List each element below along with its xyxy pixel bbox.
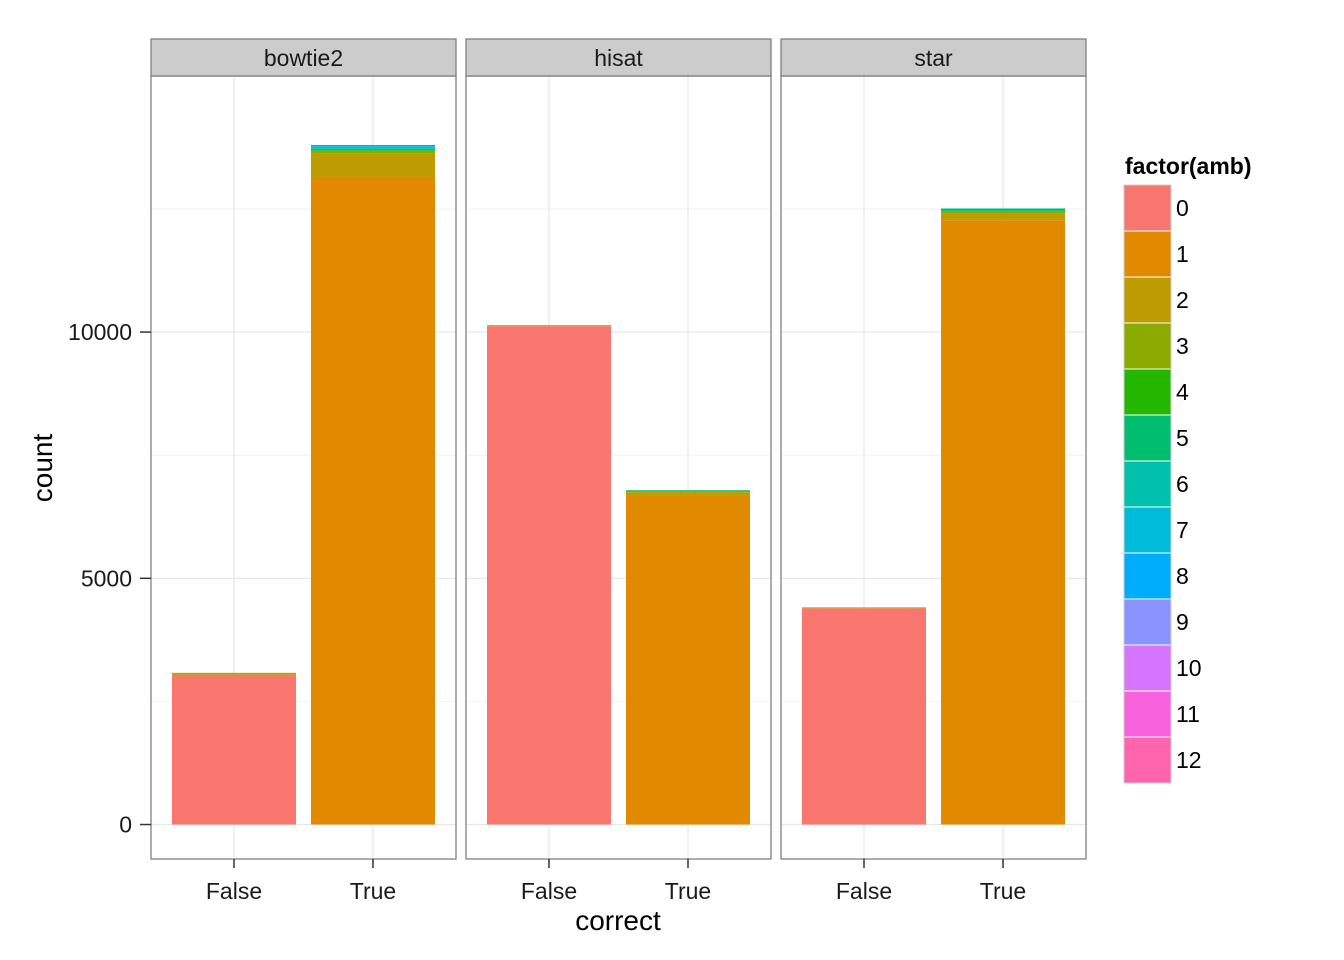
legend-item-8: 8 (1123, 552, 1189, 600)
x-tick-label: True (665, 878, 711, 904)
facet-strip (780, 38, 1087, 77)
legend-label: 1 (1176, 241, 1189, 267)
legend-key (1123, 184, 1172, 232)
x-tick-label: False (521, 878, 577, 904)
facet-panel-star: star False True (780, 38, 1087, 904)
bar-bowtie2-False (172, 672, 296, 825)
bar-segment-amb-5 (311, 148, 435, 151)
legend-key (1123, 736, 1172, 784)
bar-segment-amb-2 (487, 325, 611, 327)
legend-key (1123, 690, 1172, 738)
bar-segment-amb-5 (626, 490, 750, 491)
y-axis: 0 5000 10000 (68, 319, 151, 838)
bar-segment-amb-2 (311, 153, 435, 177)
legend-key (1123, 552, 1172, 600)
legend-label: 9 (1176, 609, 1189, 635)
bar-segment-amb-0 (487, 326, 611, 825)
legend-key (1123, 230, 1172, 278)
x-tick-label: True (350, 878, 396, 904)
facet-strip-label: hisat (594, 45, 643, 71)
legend-title: factor(amb) (1125, 153, 1252, 179)
x-axis-title: correct (575, 905, 661, 936)
bar-segment-amb-5 (941, 208, 1065, 211)
bar-bowtie2-True (311, 144, 435, 825)
facet-strip-label: bowtie2 (264, 45, 343, 71)
legend-item-5: 5 (1123, 414, 1189, 462)
legend-label: 0 (1176, 195, 1189, 221)
bar-segment-amb-6 (311, 147, 435, 149)
panels: bowtie2 False True hisat False True star False T… (150, 38, 1087, 904)
bar-segment-amb-7 (311, 146, 435, 148)
legend-label: 5 (1176, 425, 1189, 451)
legend-item-0: 0 (1123, 184, 1189, 232)
legend-key (1123, 322, 1172, 370)
legend-key (1123, 460, 1172, 508)
bar-hisat-False (487, 325, 611, 825)
bar-segment-amb-0 (172, 674, 296, 825)
legend-key (1123, 506, 1172, 554)
bar-star-False (802, 607, 926, 825)
legend-label: 8 (1176, 563, 1189, 589)
legend-key (1123, 598, 1172, 646)
legend-key (1123, 644, 1172, 692)
legend-item-9: 9 (1123, 598, 1189, 646)
bar-segment-amb-2 (941, 213, 1065, 221)
legend-item-7: 7 (1123, 506, 1189, 554)
legend-item-11: 11 (1123, 690, 1200, 738)
bar-segment-amb-1 (941, 220, 1065, 825)
legend-key-border (1123, 184, 1172, 784)
bar-segment-amb-3 (941, 210, 1065, 214)
bar-segment-amb-2 (172, 672, 296, 675)
y-tick-label: 0 (119, 812, 132, 838)
y-axis-title: count (27, 434, 58, 503)
x-tick-label: False (836, 878, 892, 904)
x-tick-label: False (206, 878, 262, 904)
legend-item-1: 1 (1123, 230, 1189, 278)
facet-panel-hisat: hisat False True (465, 38, 772, 904)
bar-segment-amb-1 (311, 176, 435, 825)
legend-item-10: 10 (1123, 644, 1202, 692)
legend-label: 4 (1176, 379, 1189, 405)
bar-segment-amb-2 (626, 492, 750, 496)
facet-strip (150, 38, 457, 77)
facet-panel-bowtie2: bowtie2 False True (150, 38, 457, 904)
legend-key (1123, 276, 1172, 324)
legend-label: 10 (1176, 655, 1202, 681)
y-tick-label: 5000 (81, 565, 132, 591)
legend-item-2: 2 (1123, 276, 1189, 324)
bar-hisat-True (626, 490, 750, 825)
legend-key (1123, 368, 1172, 416)
legend-label: 11 (1176, 701, 1200, 727)
legend-item-4: 4 (1123, 368, 1189, 416)
facet-strip-label: star (914, 45, 953, 71)
legend-item-12: 12 (1123, 736, 1202, 784)
legend-label: 2 (1176, 287, 1189, 313)
facet-strip (465, 38, 772, 77)
bar-segment-amb-1 (626, 495, 750, 825)
bar-segment-amb-3 (626, 490, 750, 493)
bar-segment-amb-0 (802, 608, 926, 825)
legend-label: 3 (1176, 333, 1189, 359)
bar-star-True (941, 208, 1065, 825)
bar-segment-amb-3 (311, 150, 435, 154)
legend-label: 12 (1176, 747, 1202, 773)
bar-segment-amb-2 (802, 607, 926, 609)
y-tick-label: 10000 (68, 319, 132, 345)
legend-item-6: 6 (1123, 460, 1189, 508)
x-tick-label: True (980, 878, 1026, 904)
legend-item-3: 3 (1123, 322, 1189, 370)
bar-segment-amb-8 (311, 144, 435, 147)
legend-key (1123, 414, 1172, 462)
legend-label: 7 (1176, 517, 1189, 543)
legend-label: 6 (1176, 471, 1189, 497)
bar-segment-amb-4 (311, 150, 435, 151)
